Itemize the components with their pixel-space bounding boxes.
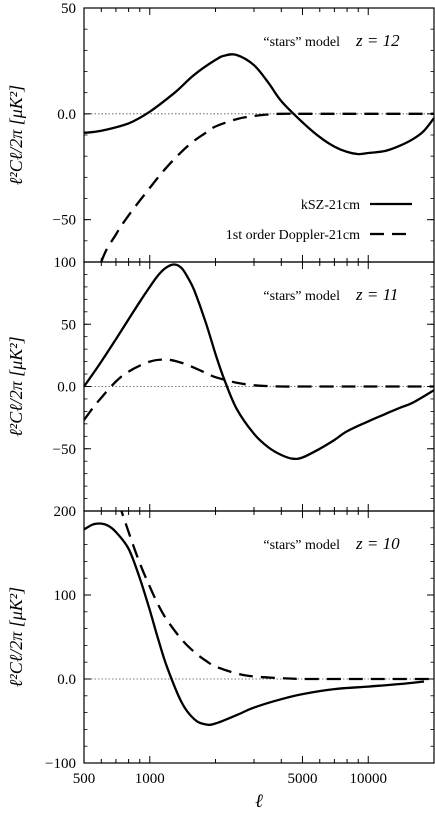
doppler-21cm-line xyxy=(84,358,434,421)
legend-label: 1st order Doppler-21cm xyxy=(226,228,360,243)
series-group xyxy=(84,53,434,262)
y-axis-label: ℓ²Cℓ/2π [μK²] xyxy=(6,85,26,185)
redshift-annotation: z = 12 xyxy=(355,31,400,50)
series-group xyxy=(84,511,434,726)
redshift-annotation: z = 11 xyxy=(355,285,398,304)
model-annotation: “stars” model xyxy=(263,289,340,304)
panel-1: 100 50 0.0 −50 ℓ²Cℓ/2π [μK²] “stars” model z =… xyxy=(6,255,435,512)
panel-0: 50 0.0 −50 ℓ²Cℓ/2π [μK²] “stars” model z = 12 xyxy=(6,1,435,263)
panel-frame xyxy=(83,510,435,764)
y-tick-label: −50 xyxy=(53,213,76,229)
y-tick-label: 50 xyxy=(61,1,76,17)
legend-label: kSZ-21cm xyxy=(301,198,360,213)
y-tick-label: −100 xyxy=(45,756,76,772)
y-tick-label: 0.0 xyxy=(57,672,76,688)
legend: kSZ-21cm 1st order Doppler-21cm xyxy=(226,198,412,243)
ksz-21cm-line xyxy=(84,263,434,461)
series-group xyxy=(84,263,434,461)
y-tick-label: 50 xyxy=(61,317,76,333)
x-tick-label: 1000 xyxy=(135,771,165,787)
model-annotation: “stars” model xyxy=(263,35,340,50)
y-tick-label: 0.0 xyxy=(57,380,76,396)
doppler-21cm-line xyxy=(120,511,434,681)
panel-2: 200 100 0.0 −100 ℓ²Cℓ/2π [μK²] “stars” model z… xyxy=(6,504,435,812)
y-axis-label: ℓ²Cℓ/2π [μK²] xyxy=(6,336,26,436)
redshift-annotation: z = 10 xyxy=(355,534,400,553)
y-tick-label: 100 xyxy=(54,255,77,271)
x-tick-label: 500 xyxy=(73,771,96,787)
y-tick-label: −50 xyxy=(53,442,76,458)
ksz-21cm-line xyxy=(84,522,425,726)
y-tick-label: 200 xyxy=(54,504,77,520)
ksz-21cm-line xyxy=(84,53,434,156)
y-tick-label: 100 xyxy=(54,588,77,604)
y-tick-label: 0.0 xyxy=(57,107,76,123)
y-axis-label: ℓ²Cℓ/2π [μK²] xyxy=(6,587,26,687)
x-tick-label: 5000 xyxy=(287,771,317,787)
model-annotation: “stars” model xyxy=(263,538,340,553)
x-axis-label: ℓ xyxy=(255,791,263,812)
x-tick-label: 10000 xyxy=(349,771,387,787)
doppler-21cm-line xyxy=(100,112,434,262)
